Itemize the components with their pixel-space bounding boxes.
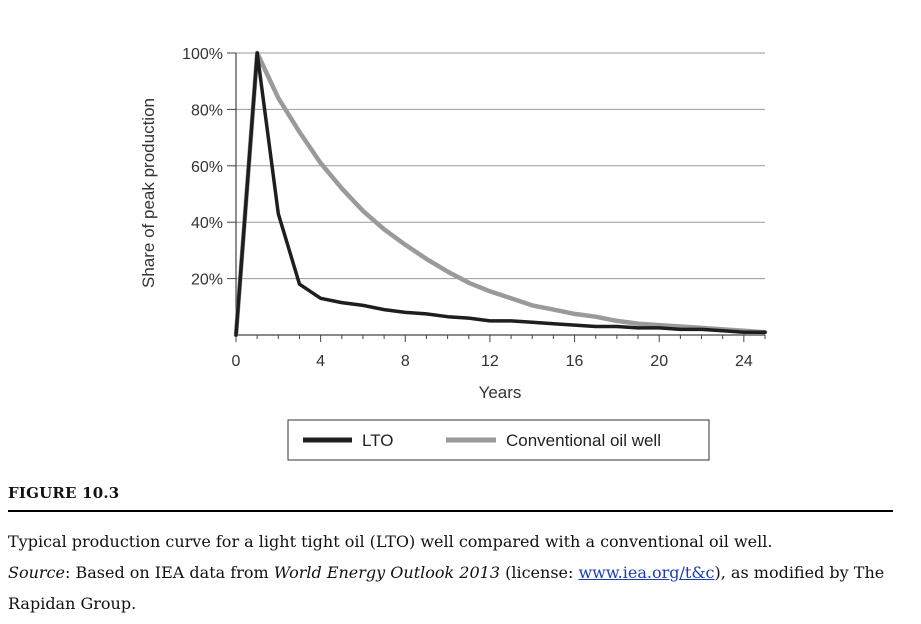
source-title: World Energy Outlook 2013 — [273, 563, 501, 582]
license-link[interactable]: www.iea.org/t&c — [578, 563, 715, 582]
x-axis-title: Years — [479, 383, 522, 402]
figure-label: FIGURE 10.3 — [8, 484, 120, 502]
series-lines — [233, 50, 768, 338]
series-line-lto — [234, 51, 767, 337]
series-line-conventional — [233, 50, 768, 338]
legend-label-conventional: Conventional oil well — [506, 431, 661, 450]
license-prefix: (license: — [500, 563, 579, 582]
legend-box — [287, 419, 710, 461]
y-tick-label-3: 80% — [191, 102, 223, 119]
y-tick-label-4: 100% — [182, 46, 223, 63]
x-tick-label-1: 4 — [316, 353, 325, 370]
caption-divider — [8, 510, 893, 512]
gridlines — [236, 52, 765, 280]
legend: LTO Conventional oil well — [287, 419, 710, 461]
x-tick-label-2: 8 — [401, 353, 410, 370]
y-tick-marks: 20% 40% 60% 80% 100% — [182, 46, 236, 289]
legend-label-lto: LTO — [362, 431, 394, 450]
x-tick-label-0: 0 — [232, 353, 241, 370]
source-suffix: ), as modified by The Rapidan Group. — [8, 563, 885, 613]
y-axis-title: Share of peak production — [139, 98, 158, 288]
y-tick-label-0: 20% — [191, 272, 223, 289]
y-tick-label-2: 60% — [191, 159, 223, 176]
caption-line: Typical production curve for a light tig… — [8, 532, 773, 551]
production-chart: 20% 40% 60% 80% 100% 0 4 8 12 16 20 24 Share of pe… — [139, 46, 768, 461]
source-label: Source — [8, 563, 65, 582]
figure-caption: Typical production curve for a light tig… — [8, 526, 900, 619]
x-tick-label-5: 20 — [650, 353, 668, 370]
x-tick-label-4: 16 — [566, 353, 584, 370]
axes — [235, 53, 765, 336]
source-prefix: : Based on IEA data from — [64, 563, 274, 582]
x-tick-marks: 0 4 8 12 16 20 24 — [232, 335, 766, 370]
x-tick-label-3: 12 — [481, 353, 499, 370]
y-tick-label-1: 40% — [191, 215, 223, 232]
x-tick-label-6: 24 — [735, 353, 753, 370]
